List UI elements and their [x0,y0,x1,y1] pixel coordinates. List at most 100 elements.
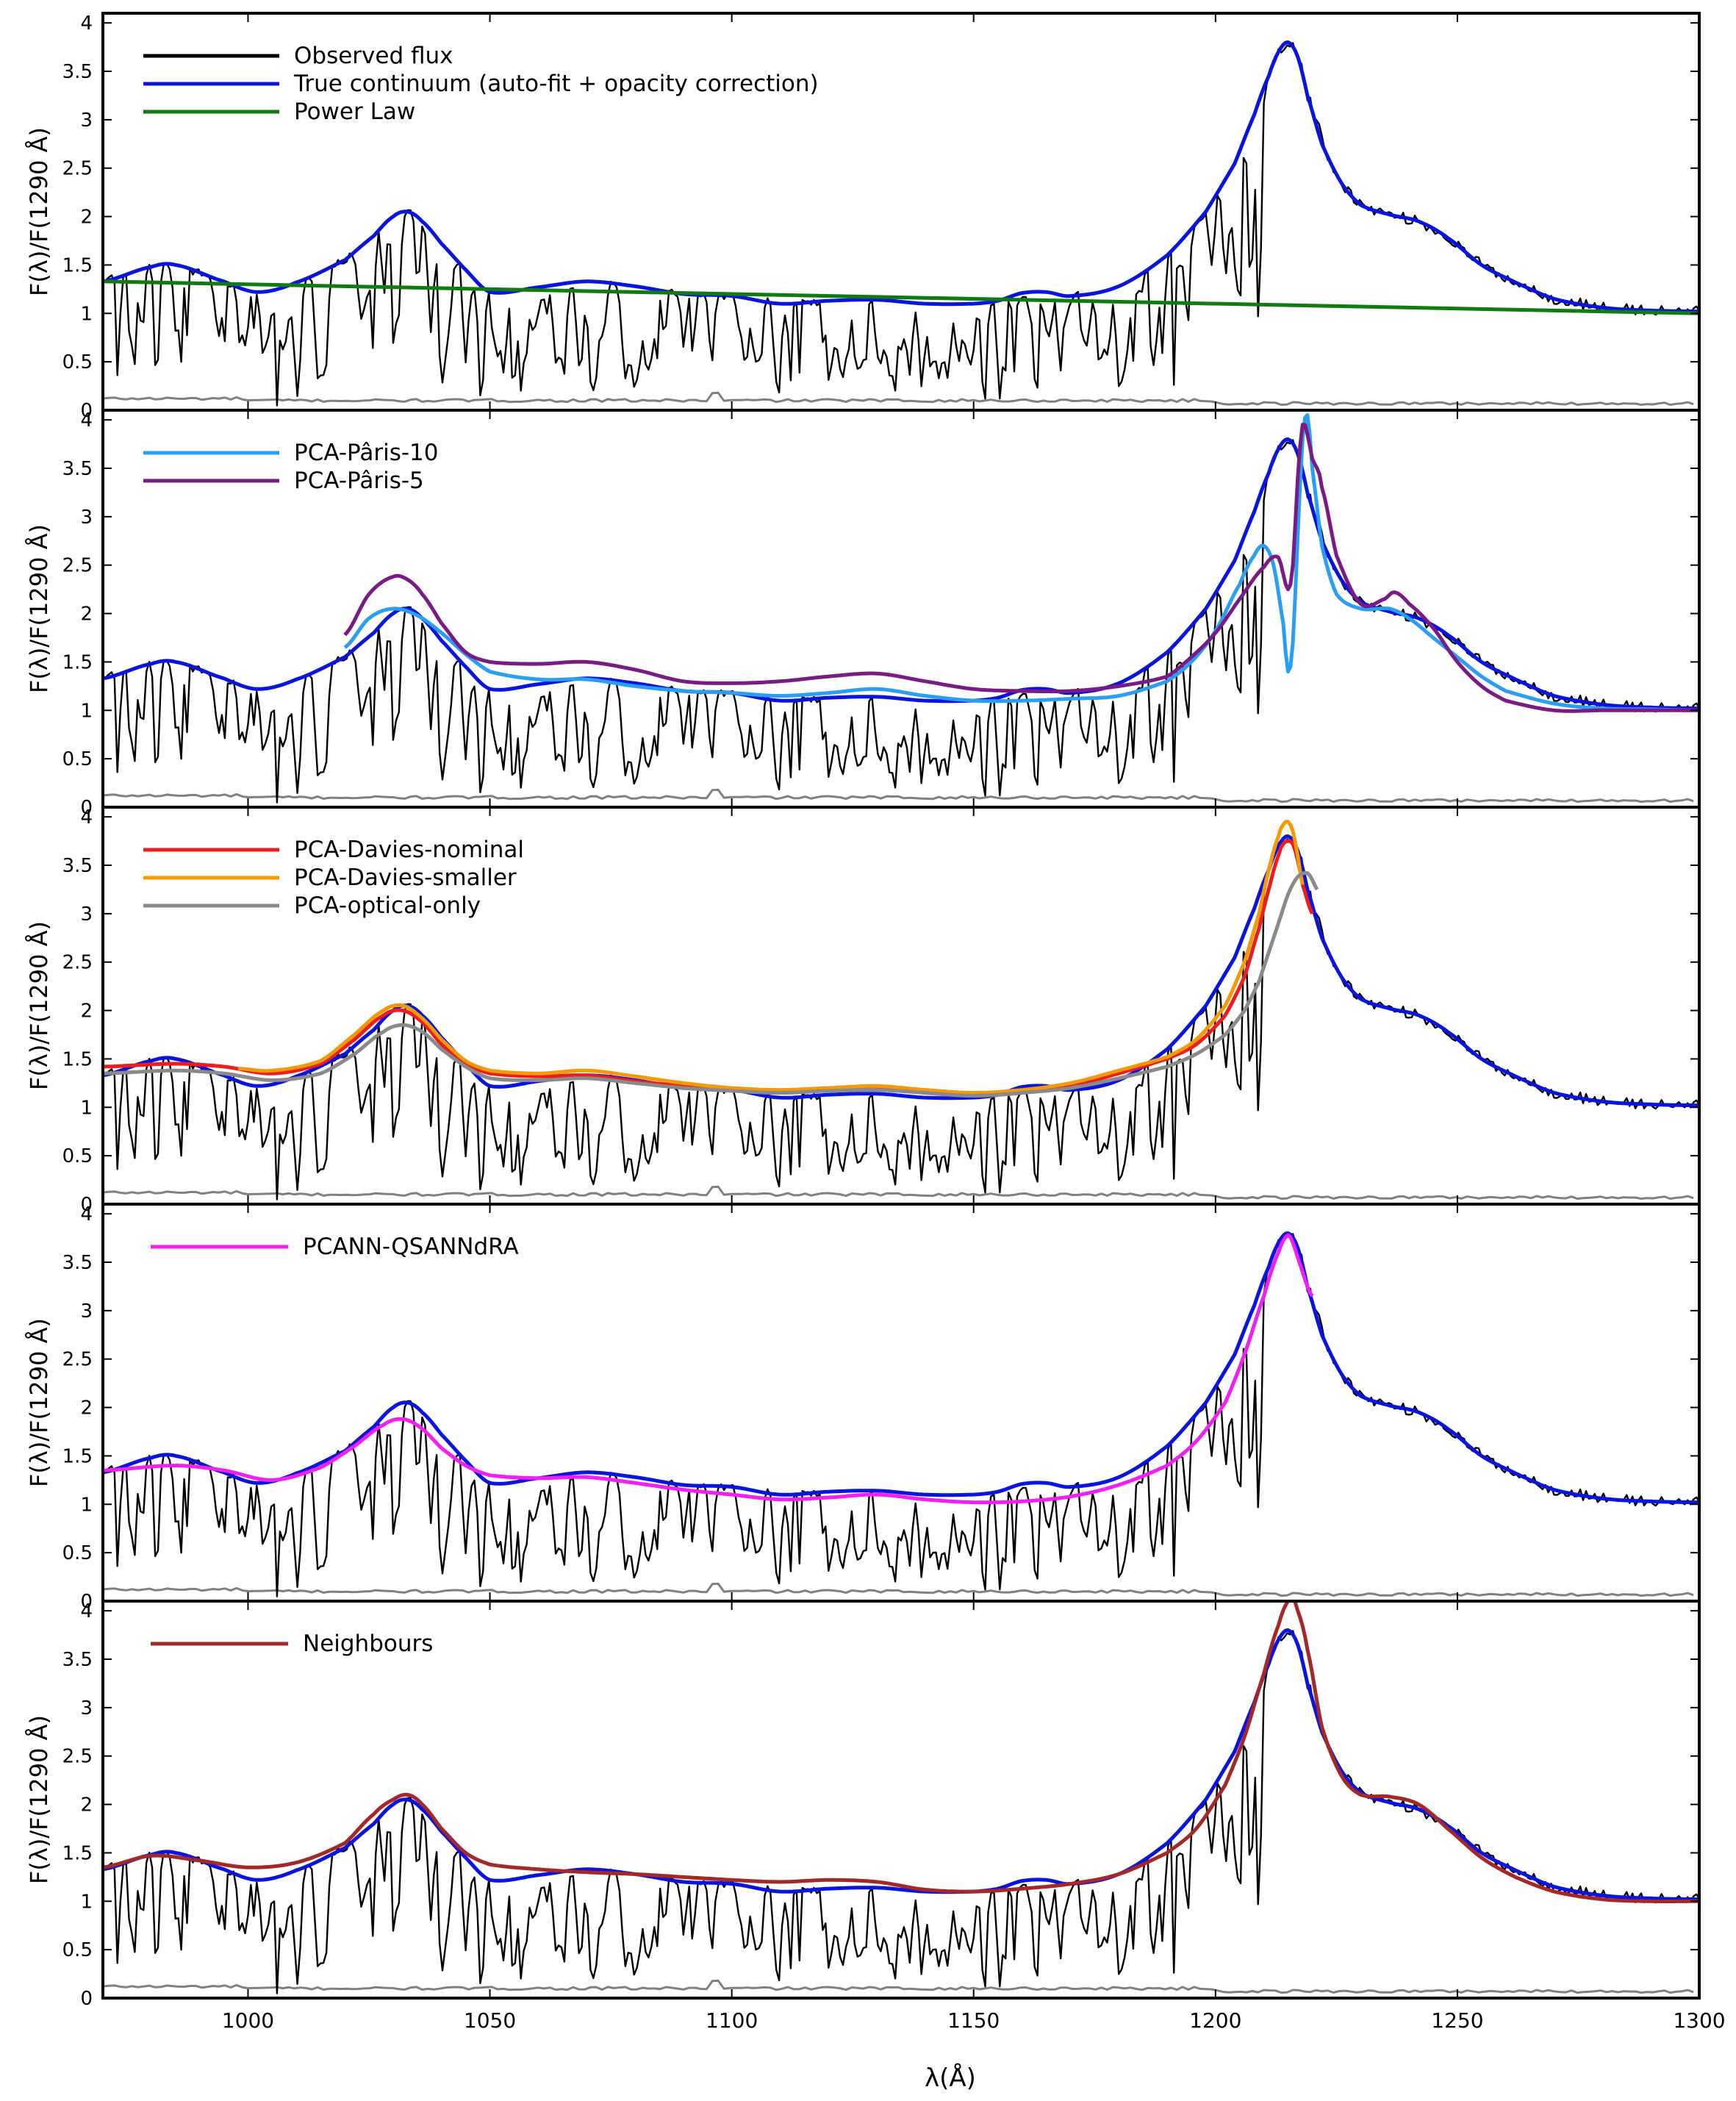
x-tick-label: 1200 [1189,2008,1241,2033]
panel-2: 0 0.5 1 1.5 2 2.5 3 3.5 4 F(λ)/F(1290 Å) PCA-Pâris… [25,409,1701,819]
legend-label: Power Law [294,99,415,125]
legend-label: Neighbours [303,1631,433,1657]
y-tick-label: 2.5 [62,1746,93,1768]
y-tick-label: 1 [80,1097,93,1119]
y-tick-label: 1 [80,303,93,325]
x-axis-label: λ(Å) [925,2063,976,2093]
x-tick-label: 1100 [706,2008,758,2033]
observed-flux-line [103,836,1699,1200]
true-continuum-line [103,834,1699,1108]
legend-label: PCA-Davies-nominal [294,837,524,863]
y-tick-label: 3.5 [62,1649,93,1671]
y-axis-label: F(λ)/F(1290 Å) [25,127,53,296]
plot-area [103,413,1699,803]
y-tick-label: 3 [80,903,93,926]
legend-label: PCA-optical-only [294,892,481,919]
pca-optical-only-line [103,870,1319,1098]
panel-5: 0 0.5 1 1.5 2 2.5 3 3.5 4 1000 1050 1100 1150 1200 125… [25,1600,1726,2033]
y-tick-label: 0 [80,400,93,422]
x-tick-label: 1050 [464,2008,516,2033]
y-tick-label: 1 [80,700,93,722]
plot-area [103,40,1699,407]
legend: Neighbours [151,1631,433,1657]
y-axis-label: F(λ)/F(1290 Å) [25,1715,53,1884]
y-tick-label: 0.5 [62,1542,93,1564]
true-continuum-auto-fit-opacity-correction-line [103,40,1699,314]
y-tick-label: 2 [80,1794,93,1817]
noise-line [103,391,1694,407]
y-tick-label: 4 [80,1600,93,1622]
y-tick-label: 2.5 [62,952,93,974]
x-tick-label: 1000 [222,2008,274,2033]
y-tick-label: 2 [80,207,93,229]
y-tick-label: 0 [80,1194,93,1216]
panels: 0 0.5 1 1.5 2 2.5 3 3.5 4 F(λ)/F(1290 Å) Observed … [25,12,1726,2033]
observed-flux-line [103,1233,1699,1597]
y-tick-label: 2.5 [62,158,93,180]
plot-area [103,1231,1699,1597]
legend-label: PCANN-QSANNdRA [303,1234,519,1260]
panel-1: 0 0.5 1 1.5 2 2.5 3 3.5 4 F(λ)/F(1290 Å) Observed … [25,12,1701,422]
neighbours-line [103,1601,1699,1903]
y-tick-label: 1 [80,1891,93,1913]
y-tick-label: 4 [80,1203,93,1225]
y-tick-label: 0 [80,797,93,819]
y-tick-label: 3 [80,110,93,132]
noise-line [103,1185,1694,1200]
legend: PCA-Davies-nominalPCA-Davies-smallerPCA-… [143,837,524,919]
y-tick-label: 1.5 [62,1842,93,1864]
pca-davies-smaller-line [238,820,1305,1095]
y-tick-label: 2 [80,1397,93,1420]
y-tick-label: 4 [80,806,93,828]
y-axis-label: F(λ)/F(1290 Å) [25,1318,53,1487]
y-tick-label: 0.5 [62,1939,93,1961]
observed-flux-line [103,42,1699,407]
y-tick-label: 0 [80,1988,93,2010]
legend-label: PCA-Davies-smaller [294,865,517,891]
y-tick-label: 2.5 [62,555,93,577]
true-continuum-line [103,1231,1699,1505]
y-tick-label: 3 [80,1697,93,1719]
y-tick-label: 1.5 [62,1445,93,1467]
y-tick-label: 4 [80,409,93,432]
y-tick-label: 3 [80,1300,93,1322]
y-tick-label: 1.5 [62,651,93,673]
plot-area [103,1601,1699,1994]
y-tick-label: 0 [80,1591,93,1613]
noise-line [103,1582,1694,1597]
plot-area [103,820,1699,1200]
panel-4: 0 0.5 1 1.5 2 2.5 3 3.5 4 F(λ)/F(1290 Å) PCANN-QSA… [25,1203,1701,1613]
y-tick-label: 3.5 [62,458,93,480]
y-tick-label: 1 [80,1494,93,1516]
pca-p-ris-5-line [343,423,1699,713]
legend-label: Observed flux [294,43,453,69]
x-tick-label: 1150 [947,2008,1000,2033]
legend-label: True continuum (auto-fit + opacity corre… [293,71,819,97]
y-tick-label: 0.5 [62,1145,93,1167]
power-law-line [103,279,1699,315]
y-tick-label: 3 [80,507,93,529]
y-tick-label: 2.5 [62,1349,93,1371]
x-tick-label: 1300 [1673,2008,1725,2033]
y-tick-label: 0.5 [62,351,93,373]
x-tick-label: 1250 [1431,2008,1483,2033]
legend-label: PCA-Pâris-10 [294,440,439,466]
legend-label: PCA-Pâris-5 [294,468,424,494]
noise-line [103,1979,1694,1994]
y-tick-label: 3.5 [62,1252,93,1274]
observed-flux-line [103,1630,1699,1994]
y-tick-label: 1.5 [62,1048,93,1070]
pcann-qsanndra-line [103,1233,1314,1505]
y-tick-label: 0.5 [62,748,93,770]
plot-frame [101,1600,1701,2000]
y-tick-label: 2 [80,604,93,626]
pca-p-ris-10-line [343,413,1699,712]
noise-line [103,788,1694,803]
y-tick-label: 4 [80,12,93,35]
legend: PCANN-QSANNdRA [151,1234,519,1260]
y-tick-label: 2 [80,1001,93,1023]
